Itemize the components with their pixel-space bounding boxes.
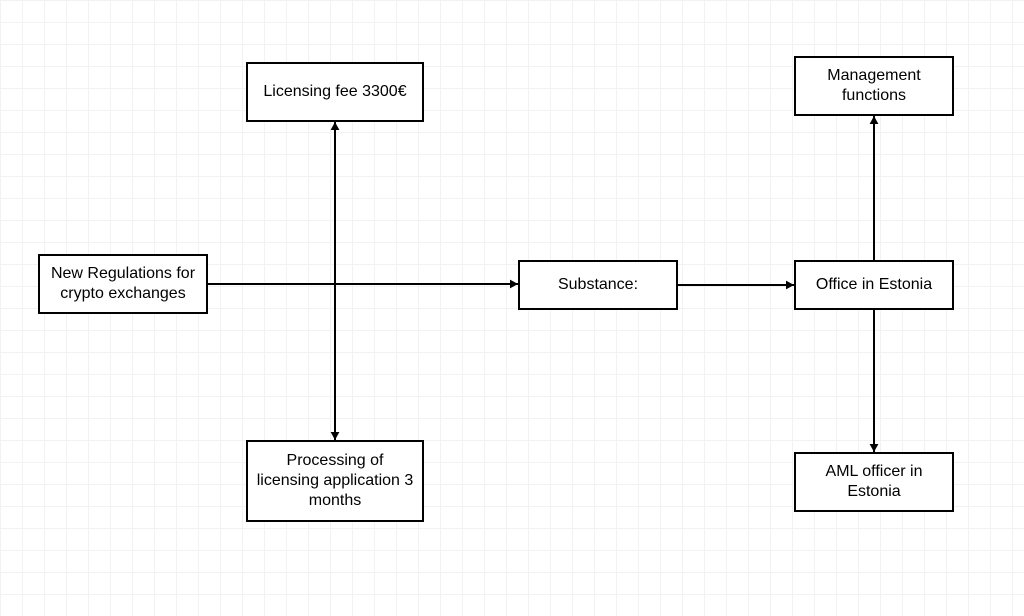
node-label: Substance:	[558, 275, 638, 295]
node-label: New Regulations for crypto exchanges	[48, 264, 198, 304]
diagram-canvas: New Regulations for crypto exchanges Lic…	[0, 0, 1024, 616]
node-office: Office in Estonia	[794, 260, 954, 310]
node-label: Licensing fee 3300€	[263, 82, 406, 102]
node-licensing-fee: Licensing fee 3300€	[246, 62, 424, 122]
node-label: Processing of licensing application 3 mo…	[256, 451, 414, 511]
node-label: Management functions	[804, 66, 944, 106]
node-label: Office in Estonia	[816, 275, 932, 295]
node-management: Management functions	[794, 56, 954, 116]
node-substance: Substance:	[518, 260, 678, 310]
node-new-regulations: New Regulations for crypto exchanges	[38, 254, 208, 314]
node-label: AML officer in Estonia	[804, 462, 944, 502]
node-aml-officer: AML officer in Estonia	[794, 452, 954, 512]
node-processing: Processing of licensing application 3 mo…	[246, 440, 424, 522]
